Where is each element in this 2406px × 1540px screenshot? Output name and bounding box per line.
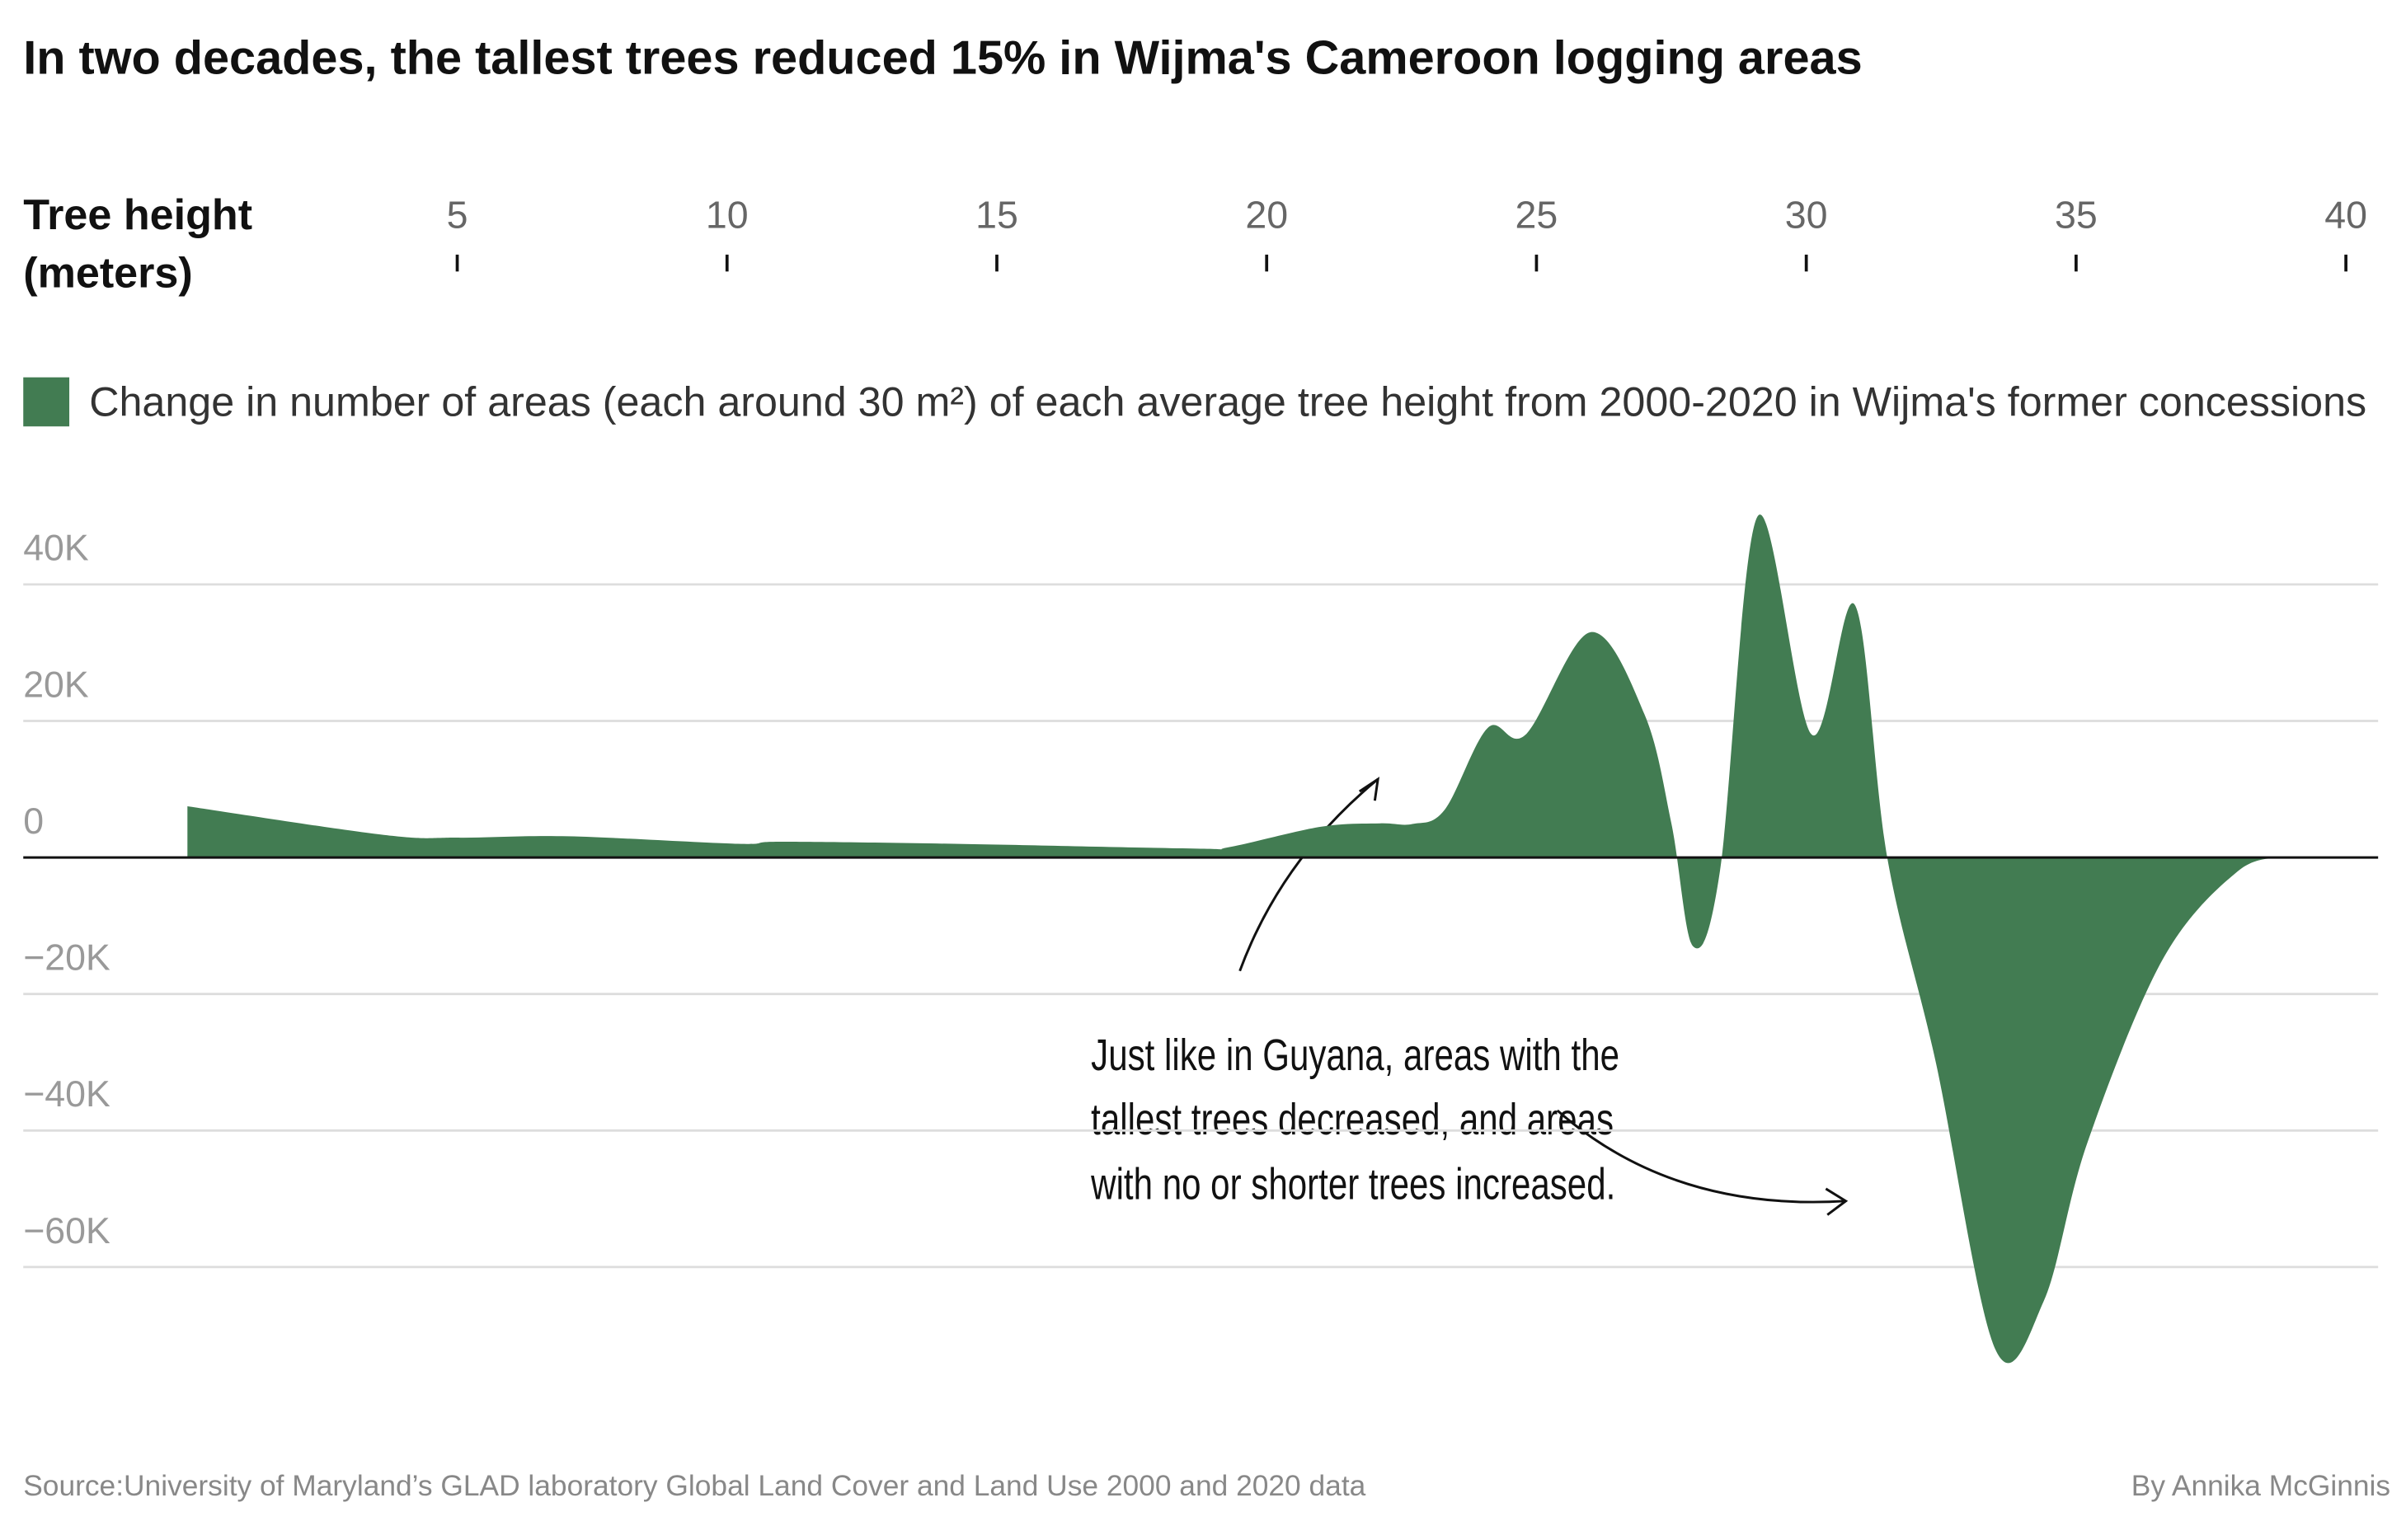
y-tick-label: 40K (23, 528, 89, 569)
arrow (1238, 778, 1379, 972)
x-tick-label: 30 (1785, 193, 1828, 236)
x-tick-label: 35 (2055, 193, 2098, 236)
annotation-line: with no or shorter trees increased. (1090, 1159, 1615, 1209)
x-tick-label: 10 (706, 193, 749, 236)
y-tick-label: −60K (23, 1211, 110, 1251)
x-axis-label: Tree height (23, 191, 252, 239)
arrow (1556, 1109, 1846, 1204)
annotation-arrows (1238, 777, 1849, 1216)
source: Source:University of Maryland’s GLAD lab… (23, 1470, 1365, 1502)
legend-swatch (23, 377, 70, 427)
x-tick-label: 15 (975, 193, 1018, 236)
annotation-line: tallest trees decreased, and areas (1091, 1095, 1614, 1144)
x-tick-label: 40 (2324, 193, 2367, 236)
y-tick-label: 0 (23, 801, 44, 842)
legend-label: Change in number of areas (each around 3… (89, 378, 2366, 425)
arrowhead (1358, 777, 1380, 801)
y-tick-label: 20K (23, 664, 89, 705)
credit: By Annika McGinnis (2131, 1470, 2390, 1502)
x-tick-label: 5 (447, 193, 468, 236)
y-tick-label: −40K (23, 1074, 110, 1115)
annotation-line: Just like in Guyana, areas with the (1091, 1031, 1619, 1080)
chart-title: In two decades, the tallest trees reduce… (23, 32, 1862, 85)
x-tick-label: 20 (1245, 193, 1288, 236)
y-tick-label: −20K (23, 938, 110, 979)
x-tick-label: 25 (1515, 193, 1558, 236)
arrowhead (1825, 1187, 1849, 1216)
annotation: Just like in Guyana, areas with the tall… (1090, 1031, 1619, 1209)
x-axis-label: (meters) (23, 250, 192, 298)
area (187, 514, 2287, 1364)
